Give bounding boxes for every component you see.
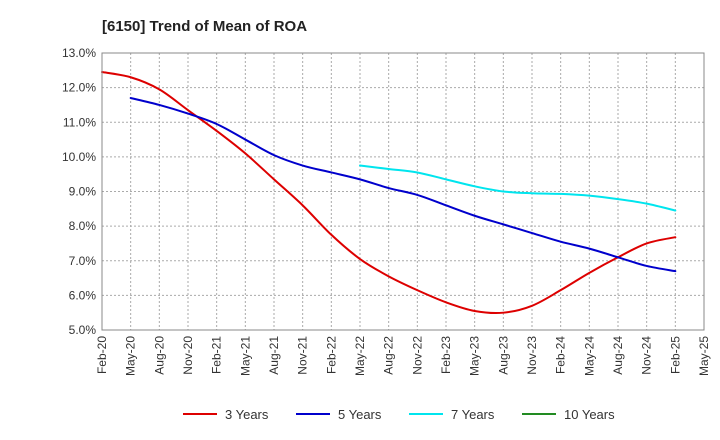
x-tick-label: Nov-24 [640, 336, 654, 375]
series-line-5-years [129, 97, 677, 273]
x-tick-label: May-21 [238, 336, 252, 376]
x-tick-label: Aug-20 [152, 336, 166, 375]
x-tick-label: May-20 [124, 336, 138, 376]
chart-title: [6150] Trend of Mean of ROA [102, 18, 307, 35]
y-tick-label: 12.0% [62, 81, 96, 95]
x-tick-label: Nov-23 [525, 336, 539, 375]
x-tick-label: Nov-20 [181, 336, 195, 375]
y-tick-label: 6.0% [69, 288, 97, 302]
y-tick-label: 11.0% [63, 115, 96, 129]
x-tick-label: Aug-24 [611, 336, 625, 375]
x-tick-label: Aug-22 [382, 336, 396, 375]
legend-label: 7 Years [451, 407, 495, 422]
x-tick-label: Aug-23 [496, 336, 510, 375]
series-line-7-years [359, 164, 677, 212]
x-tick-label: Feb-25 [668, 336, 682, 374]
y-tick-label: 8.0% [69, 219, 97, 233]
x-tick-label: May-23 [468, 336, 482, 376]
x-tick-label: Nov-22 [410, 336, 424, 375]
y-tick-label: 9.0% [69, 185, 97, 199]
series-lines [101, 71, 677, 315]
legend-label: 10 Years [564, 407, 615, 422]
y-tick-label: 7.0% [69, 254, 97, 268]
y-tick-label: 13.0% [62, 46, 96, 60]
x-tick-label: Feb-22 [324, 336, 338, 374]
x-axis-ticks: Feb-20 May-20 Aug-20 Nov-20 Feb-21 May-21 Aug-… [95, 336, 711, 376]
x-tick-label: Aug-21 [267, 336, 281, 375]
x-tick-label: May-24 [582, 336, 596, 376]
legend-label: 5 Years [338, 407, 382, 422]
x-tick-label: Feb-21 [210, 336, 224, 374]
legend-label: 3 Years [225, 407, 269, 422]
x-tick-label: May-25 [697, 336, 711, 376]
x-tick-label: May-22 [353, 336, 367, 376]
series-line-3-years [101, 71, 677, 315]
x-tick-label: Nov-21 [296, 336, 310, 375]
x-tick-label: Feb-20 [95, 336, 109, 374]
plot-frame [101, 52, 705, 331]
y-axis-ticks: 5.0% 6.0% 7.0% 8.0% 9.0% 10.0% 11.0% 12.0% 13.0% [62, 46, 96, 337]
x-tick-label: Feb-24 [554, 336, 568, 374]
y-tick-label: 5.0% [69, 323, 97, 337]
legend: 3 Years 5 Years 7 Years 10 Years [183, 407, 615, 422]
x-tick-label: Feb-23 [439, 336, 453, 374]
y-tick-label: 10.0% [62, 150, 96, 164]
